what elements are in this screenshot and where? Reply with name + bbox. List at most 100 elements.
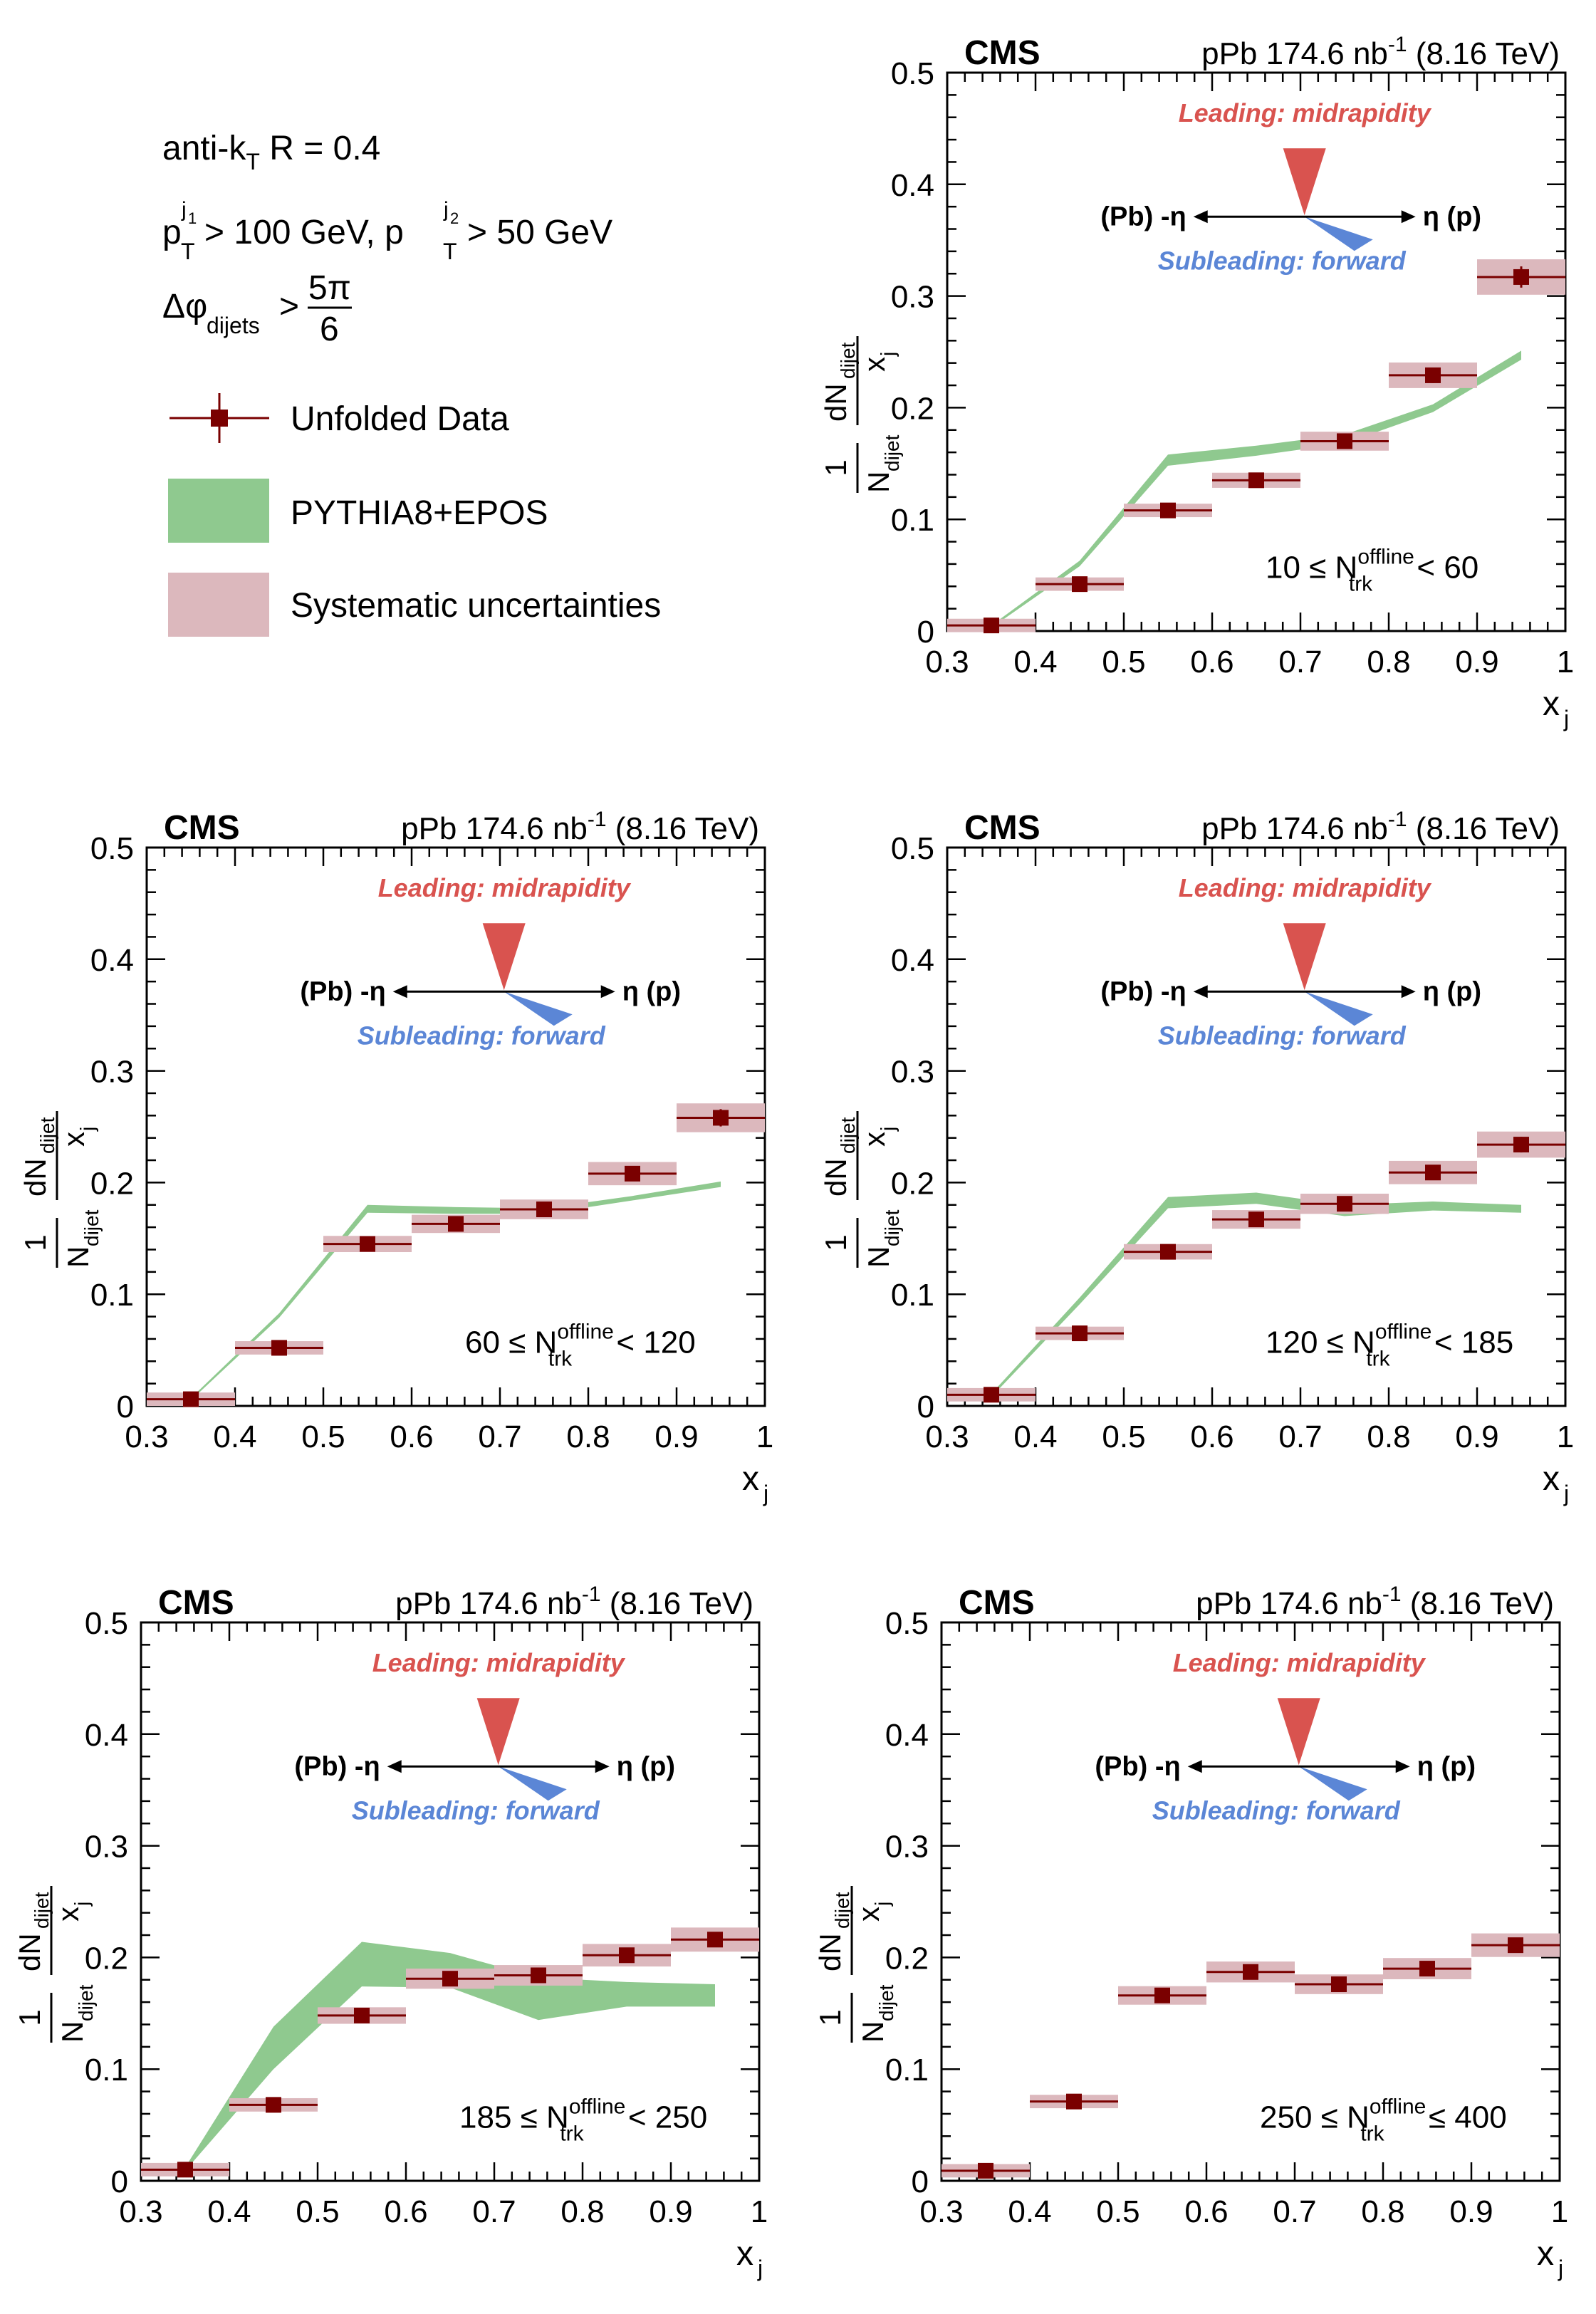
leading-jet-cone [1283,148,1326,216]
svg-text:j: j [181,198,187,222]
x-tick-label: 0.7 [1278,1419,1322,1454]
model-band [191,1181,721,1401]
y-title-dN: dN [19,1158,52,1197]
data-point [1425,367,1441,383]
svg-text:j: j [443,198,449,222]
plot-frame [946,846,1567,1407]
legend-dphi-cut: Δφ dijets > 5π 6 [162,269,352,348]
y-title-x-sub: j [877,352,899,357]
y-tick-label: 0.4 [891,168,934,203]
ntrk-range-label: 120 ≤ Noffline trk < 185 [1266,1320,1513,1371]
panel-185-250: 0.3 0.4 0.5 0.6 0.7 0.8 0.9 100.10.20.30.40.5x j… [13,1583,768,2281]
plot-frame [940,1621,1561,2182]
x-tick-label: 1 [751,2194,768,2229]
eta-arrow-left [1193,985,1208,999]
y-tick-label: 0.5 [891,56,934,91]
y-title-N: N [862,1246,895,1268]
x-tick-label: 0.9 [1455,645,1498,679]
x-tick-label: 0.8 [1361,2194,1404,2229]
data-point [1508,1937,1523,1954]
data-point [266,2097,281,2113]
y-title-N-sub: dijet [80,1209,103,1246]
x-tick-label: 0.8 [566,1419,610,1454]
y-tick-label: 0.3 [891,280,934,315]
subleading-label: Subleading: forward [1158,1021,1407,1051]
eta-right-label: η (p) [1417,1751,1476,1781]
x-tick-label: 1 [1551,2194,1568,2229]
y-title-N: N [856,2021,890,2043]
x-tick-label: 0.6 [390,1419,433,1454]
y-tick-label: 0.1 [90,1278,134,1313]
data-point [1425,1164,1441,1181]
leading-label: Leading: midrapidity [378,873,632,902]
eta-arrow-right [600,985,615,999]
y-title-x: x [857,357,891,372]
y-tick-label: 0.1 [85,2053,128,2088]
leading-label: Leading: midrapidity [1179,873,1432,902]
x-tick-label: 0.7 [472,2194,516,2229]
svg-text:T: T [181,239,195,264]
y-tick-label: 0.3 [891,1055,934,1090]
eta-arrow-right [595,1760,610,1773]
leading-label: Leading: midrapidity [372,1648,626,1677]
subleading-label: Subleading: forward [358,1021,606,1051]
lumi-label: pPb 174.6 nb-1 (8.16 TeV) [1201,33,1560,71]
x-tick-label: 0.4 [1013,645,1057,679]
x-tick-label: 0.6 [384,2194,427,2229]
y-title-one: 1 [813,2009,847,2026]
y-tick-label: 0.1 [891,1278,934,1313]
data-point [1513,1137,1529,1153]
y-title-N: N [862,471,895,493]
y-title-x: x [852,1907,885,1922]
lumi-label: pPb 174.6 nb-1 (8.16 TeV) [1201,808,1560,846]
y-title-dN-sub: dijet [831,1892,853,1929]
x-tick-label: 0.8 [1367,645,1410,679]
plot-frame [946,71,1567,632]
panel-60-120: 0.3 0.4 0.5 0.6 0.7 0.8 0.9 100.10.20.30.40.5x j… [19,808,773,1506]
panels: 0.3 0.4 0.5 0.6 0.7 0.8 0.9 100.10.20.30.40.5x j… [13,33,1574,2281]
eta-arrow-left [387,1760,402,1773]
data-point [448,1216,464,1232]
y-title-N-sub: dijet [75,1984,97,2021]
eta-right-label: η (p) [622,976,681,1006]
x-tick-label: 0.4 [207,2194,251,2229]
eta-right-label: η (p) [1423,976,1481,1006]
x-tick-label: 0.3 [925,645,969,679]
eta-arrow-right [1401,210,1416,224]
svg-text:Δφ: Δφ [162,288,207,325]
data-point [707,1932,723,1948]
y-title-x-sub: j [877,1127,899,1132]
x-axis-title-sub: j [1563,706,1569,731]
y-tick-label: 0 [117,1390,134,1424]
y-title-x-sub: j [871,1902,893,1907]
x-tick-label: 0.9 [1449,2194,1493,2229]
subleading-jet-cone [504,991,573,1026]
cms-label: CMS [164,809,240,847]
eta-left-label: (Pb) -η [294,1751,380,1781]
eta-arrow-right [1395,1760,1410,1773]
y-title-one: 1 [13,2009,46,2026]
data-point [619,1947,635,1964]
svg-text:6: 6 [320,311,339,348]
y-tick-label: 0 [917,615,934,650]
x-tick-label: 0.9 [649,2194,692,2229]
ntrk-range-label: 250 ≤ Noffline trk ≤ 400 [1260,2095,1507,2146]
x-tick-label: 0.5 [301,1419,345,1454]
y-tick-label: 0 [111,2164,128,2199]
y-title-dN-sub: dijet [31,1892,53,1929]
y-tick-label: 0.4 [891,943,934,978]
svg-text:> 100 GeV, p: > 100 GeV, p [204,214,404,251]
lumi-label: pPb 174.6 nb-1 (8.16 TeV) [401,808,759,846]
cms-label: CMS [964,34,1040,72]
ntrk-range-label: 60 ≤ Noffline trk < 120 [465,1320,696,1371]
cms-label: CMS [158,1584,234,1622]
eta-left-label: (Pb) -η [1100,202,1186,231]
legend-entry-data: Unfolded Data [291,400,509,438]
x-tick-label: 0.6 [1190,1419,1233,1454]
x-axis-title: x [1543,1460,1560,1498]
x-tick-label: 0.5 [1102,1419,1145,1454]
svg-text:> 50 GeV: > 50 GeV [467,214,612,251]
y-tick-label: 0 [917,1390,934,1424]
